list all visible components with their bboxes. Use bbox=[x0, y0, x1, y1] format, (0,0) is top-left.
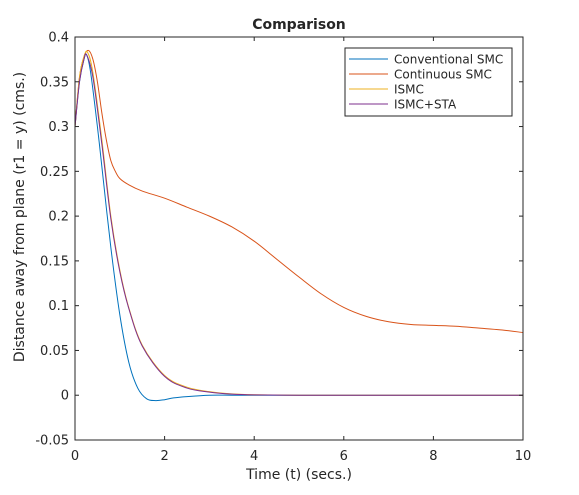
chart-title: Comparison bbox=[252, 17, 346, 33]
y-tick-label: 0.4 bbox=[48, 31, 69, 46]
legend-label: Conventional SMC bbox=[394, 53, 503, 67]
x-axis-label: Time (t) (secs.) bbox=[245, 467, 352, 483]
y-tick-label: 0.05 bbox=[40, 344, 69, 359]
y-tick-label: 0.1 bbox=[48, 299, 69, 314]
x-tick-label: 8 bbox=[429, 449, 437, 464]
y-tick-label: 0.35 bbox=[40, 75, 69, 90]
legend-label: Continuous SMC bbox=[394, 68, 492, 82]
y-axis-label: Distance away from plane (r1 = y) (cms.) bbox=[12, 72, 28, 362]
series-line-4 bbox=[74, 53, 523, 396]
axes-box bbox=[74, 36, 524, 441]
x-tick-label: 4 bbox=[250, 449, 258, 464]
y-tick-label: 0.25 bbox=[40, 165, 69, 180]
y-tick-label: 0.15 bbox=[40, 254, 69, 269]
legend-label: ISMC+STA bbox=[394, 98, 457, 112]
series-line-2 bbox=[74, 49, 524, 334]
y-axis: -0.05 0 0.05 0.1 0.15 0.2 0.25 0.3 0.35 0.4 bbox=[35, 31, 523, 449]
x-tick-label: 2 bbox=[160, 449, 168, 464]
y-tick-label: 0 bbox=[61, 389, 69, 404]
x-tick-label: 0 bbox=[71, 449, 79, 464]
y-tick-label: 0.2 bbox=[48, 210, 69, 225]
legend-label: ISMC bbox=[394, 83, 424, 97]
x-tick-label: 10 bbox=[515, 449, 532, 464]
x-axis: 0 2 4 6 8 10 bbox=[71, 37, 531, 464]
y-tick-label: -0.05 bbox=[35, 434, 69, 449]
x-tick-label: 6 bbox=[340, 449, 348, 464]
y-tick-label: 0.3 bbox=[48, 120, 69, 135]
plot-area bbox=[74, 36, 524, 441]
